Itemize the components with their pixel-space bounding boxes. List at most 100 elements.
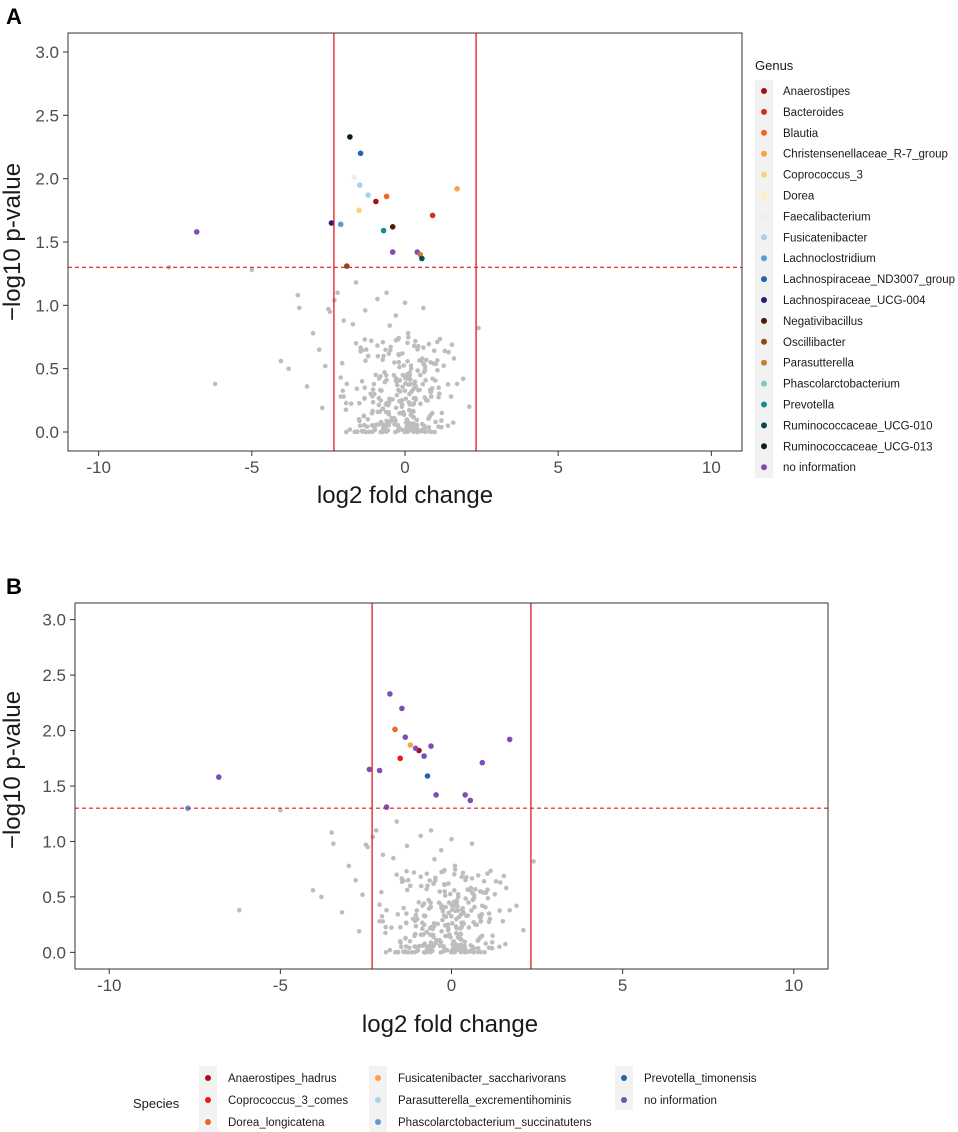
species-legend: Species Anaerostipes_hadrus Coprococcus_3… [133, 1066, 757, 1132]
legend-key [761, 192, 767, 199]
nonsignificant-point [432, 856, 437, 862]
legend-key [761, 401, 767, 408]
legend-entry-label: Lachnoclostridium [783, 253, 876, 265]
nonsignificant-point [450, 921, 455, 926]
x-tick-label: 0 [447, 976, 456, 995]
nonsignificant-point [452, 863, 458, 869]
nonsignificant-point [431, 361, 436, 366]
nonsignificant-point [483, 905, 488, 910]
nonsignificant-point [427, 878, 433, 883]
nonsignificant-point [387, 323, 393, 328]
nonsignificant-point [343, 407, 349, 413]
legend-entry-label: Ruminococcaceae_UCG-013 [783, 441, 933, 453]
panel-a: A -10 -5 0 5 10 0.0 0.5 1.0 1.5 2.0 2.5 3.0 log2 f… [0, 4, 955, 509]
nonsignificant-point [469, 841, 475, 846]
nonsignificant-point [411, 415, 417, 420]
nonsignificant-point [391, 855, 396, 861]
nonsignificant-point [424, 871, 430, 877]
nonsignificant-point [278, 808, 283, 813]
nonsignificant-point [415, 946, 420, 951]
legend-entry-label: Lachnospiraceae_ND3007_group [783, 274, 955, 286]
nonsignificant-point [391, 372, 397, 378]
nonsignificant-point [483, 941, 489, 946]
nonsignificant-point [471, 920, 476, 925]
nonsignificant-point [420, 381, 426, 387]
nonsignificant-point [451, 945, 457, 950]
nonsignificant-point [394, 872, 400, 877]
nonsignificant-point [426, 425, 432, 430]
nonsignificant-point [413, 912, 419, 918]
nonsignificant-point [446, 881, 451, 886]
nonsignificant-point [331, 841, 336, 846]
nonsignificant-point [431, 921, 437, 926]
nonsignificant-point [449, 914, 454, 919]
nonsignificant-point [428, 900, 433, 906]
nonsignificant-point [424, 886, 429, 892]
nonsignificant-point [412, 918, 418, 924]
nonsignificant-point [451, 356, 457, 361]
nonsignificant-point [398, 427, 404, 432]
significant-point [429, 212, 436, 219]
nonsignificant-point [370, 387, 376, 392]
x-tick-label: 10 [702, 458, 721, 477]
nonsignificant-point [443, 922, 449, 928]
nonsignificant-point [447, 932, 452, 938]
nonsignificant-point [413, 338, 418, 344]
nonsignificant-point [504, 885, 509, 891]
nonsignificant-point [452, 888, 457, 893]
nonsignificant-point [370, 393, 375, 399]
nonsignificant-point [466, 925, 472, 930]
significant-point [344, 263, 350, 269]
nonsignificant-point [412, 933, 417, 939]
nonsignificant-point [386, 351, 392, 356]
legend-key [761, 171, 767, 178]
nonsignificant-point [521, 927, 526, 933]
panel-a-points [166, 134, 481, 435]
nonsignificant-point [357, 423, 363, 429]
significant-point [389, 224, 396, 230]
significant-point [351, 174, 358, 181]
nonsignificant-point [493, 879, 499, 884]
nonsignificant-point [437, 336, 443, 342]
nonsignificant-point [426, 341, 432, 347]
genus-legend: Genus Anaerostipes Bacteroides Blautia Chri… [755, 58, 955, 478]
nonsignificant-point [397, 389, 403, 394]
panel-b-x-ticks: -10 -5 0 5 10 [97, 969, 803, 995]
nonsignificant-point [435, 358, 440, 363]
nonsignificant-point [407, 945, 412, 951]
nonsignificant-point [421, 305, 426, 311]
nonsignificant-point [393, 429, 398, 435]
y-tick-label: 3.0 [35, 43, 59, 62]
nonsignificant-point [413, 923, 419, 929]
nonsignificant-point [446, 926, 451, 931]
nonsignificant-point [421, 913, 427, 918]
y-tick-label: 0.0 [42, 943, 66, 962]
nonsignificant-point [427, 925, 433, 931]
nonsignificant-point [439, 418, 444, 423]
species-legend-key-strip-3 [615, 1066, 633, 1110]
nonsignificant-point [411, 343, 417, 349]
nonsignificant-point [497, 944, 502, 950]
legend-entry-label: Phascolarctobacterium_succinatutens [398, 1117, 592, 1129]
nonsignificant-point [431, 943, 436, 949]
significant-point [365, 192, 372, 198]
nonsignificant-point [375, 343, 380, 348]
legend-key [375, 1075, 381, 1081]
nonsignificant-point [434, 339, 440, 345]
nonsignificant-point [376, 395, 382, 401]
nonsignificant-point [426, 429, 432, 434]
legend-key [761, 255, 767, 262]
legend-entry-label: Fusicatenibacter [783, 232, 868, 244]
nonsignificant-point [410, 402, 416, 407]
nonsignificant-point [212, 381, 218, 387]
legend-key [205, 1097, 211, 1103]
nonsignificant-point [297, 305, 302, 311]
legend-entry-label: Lachnospiraceae_UCG-004 [783, 295, 926, 307]
nonsignificant-point [503, 941, 508, 947]
significant-point [356, 182, 363, 188]
nonsignificant-point [373, 372, 379, 378]
x-tick-label: -10 [86, 458, 111, 477]
legend-key [375, 1119, 381, 1125]
nonsignificant-point [452, 867, 458, 872]
nonsignificant-point [380, 852, 386, 858]
